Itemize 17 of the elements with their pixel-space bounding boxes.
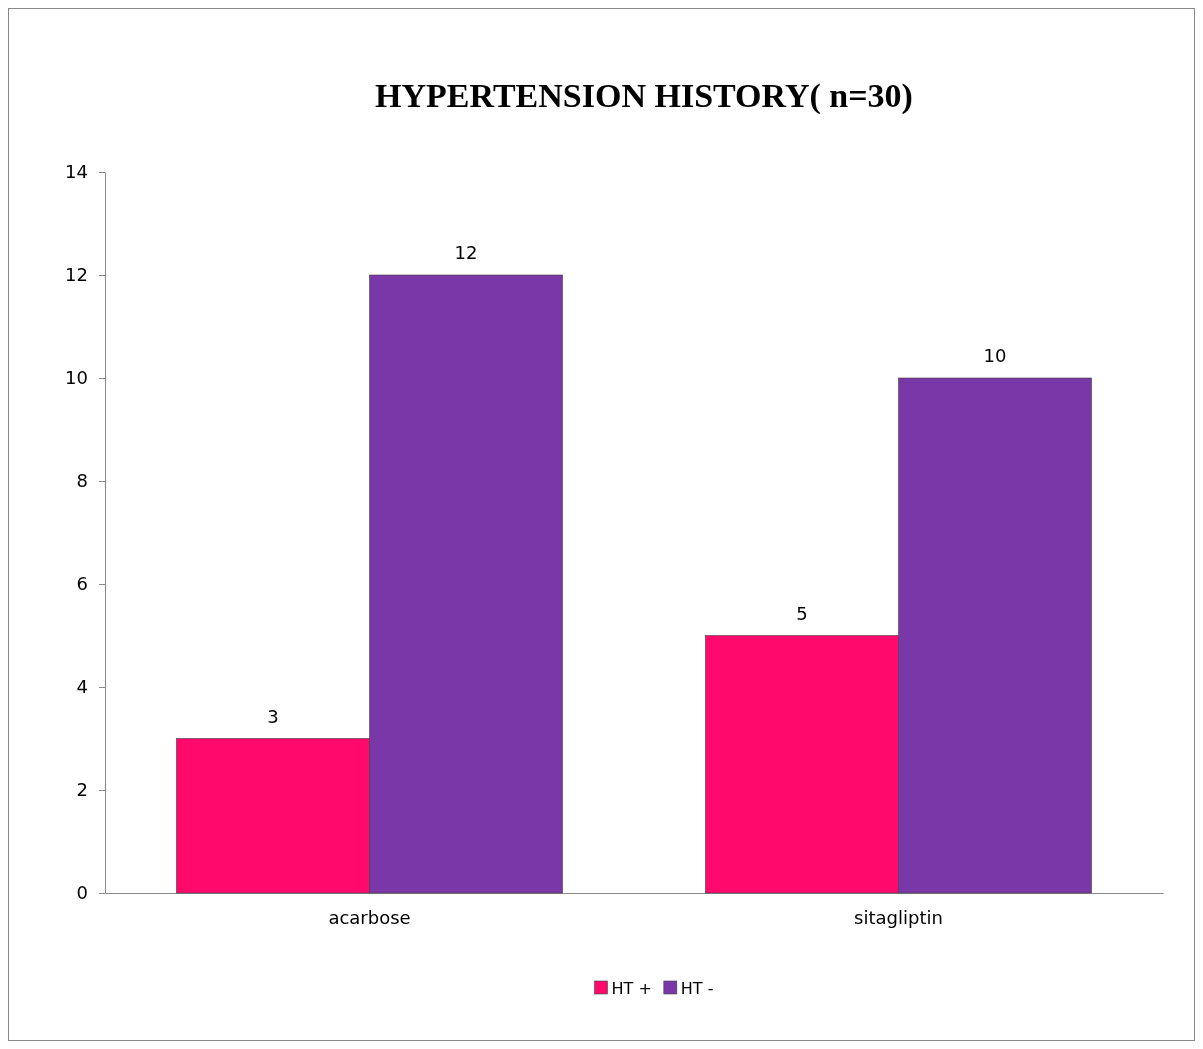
data-label: 5 bbox=[796, 602, 808, 624]
y-tick-label: 10 bbox=[65, 367, 88, 389]
y-tick-label: 12 bbox=[65, 264, 88, 286]
y-tick-label: 14 bbox=[65, 161, 88, 183]
chart-title: HYPERTENSION HISTORY( n=30) bbox=[375, 77, 913, 115]
legend-label: HT - bbox=[680, 979, 714, 998]
data-label: 10 bbox=[983, 345, 1007, 366]
data-label: 3 bbox=[267, 705, 279, 727]
legend-label: HT + bbox=[611, 979, 652, 998]
data-label: 12 bbox=[454, 242, 478, 263]
y-tick-label: 6 bbox=[76, 573, 88, 595]
y-tick-label: 8 bbox=[76, 470, 88, 492]
x-tick-label: acarbose bbox=[328, 907, 411, 928]
y-tick-label: 4 bbox=[76, 676, 88, 698]
y-tick-label: 0 bbox=[76, 882, 88, 904]
x-tick-label: sitagliptin bbox=[854, 907, 943, 928]
y-tick-label: 2 bbox=[76, 779, 88, 801]
